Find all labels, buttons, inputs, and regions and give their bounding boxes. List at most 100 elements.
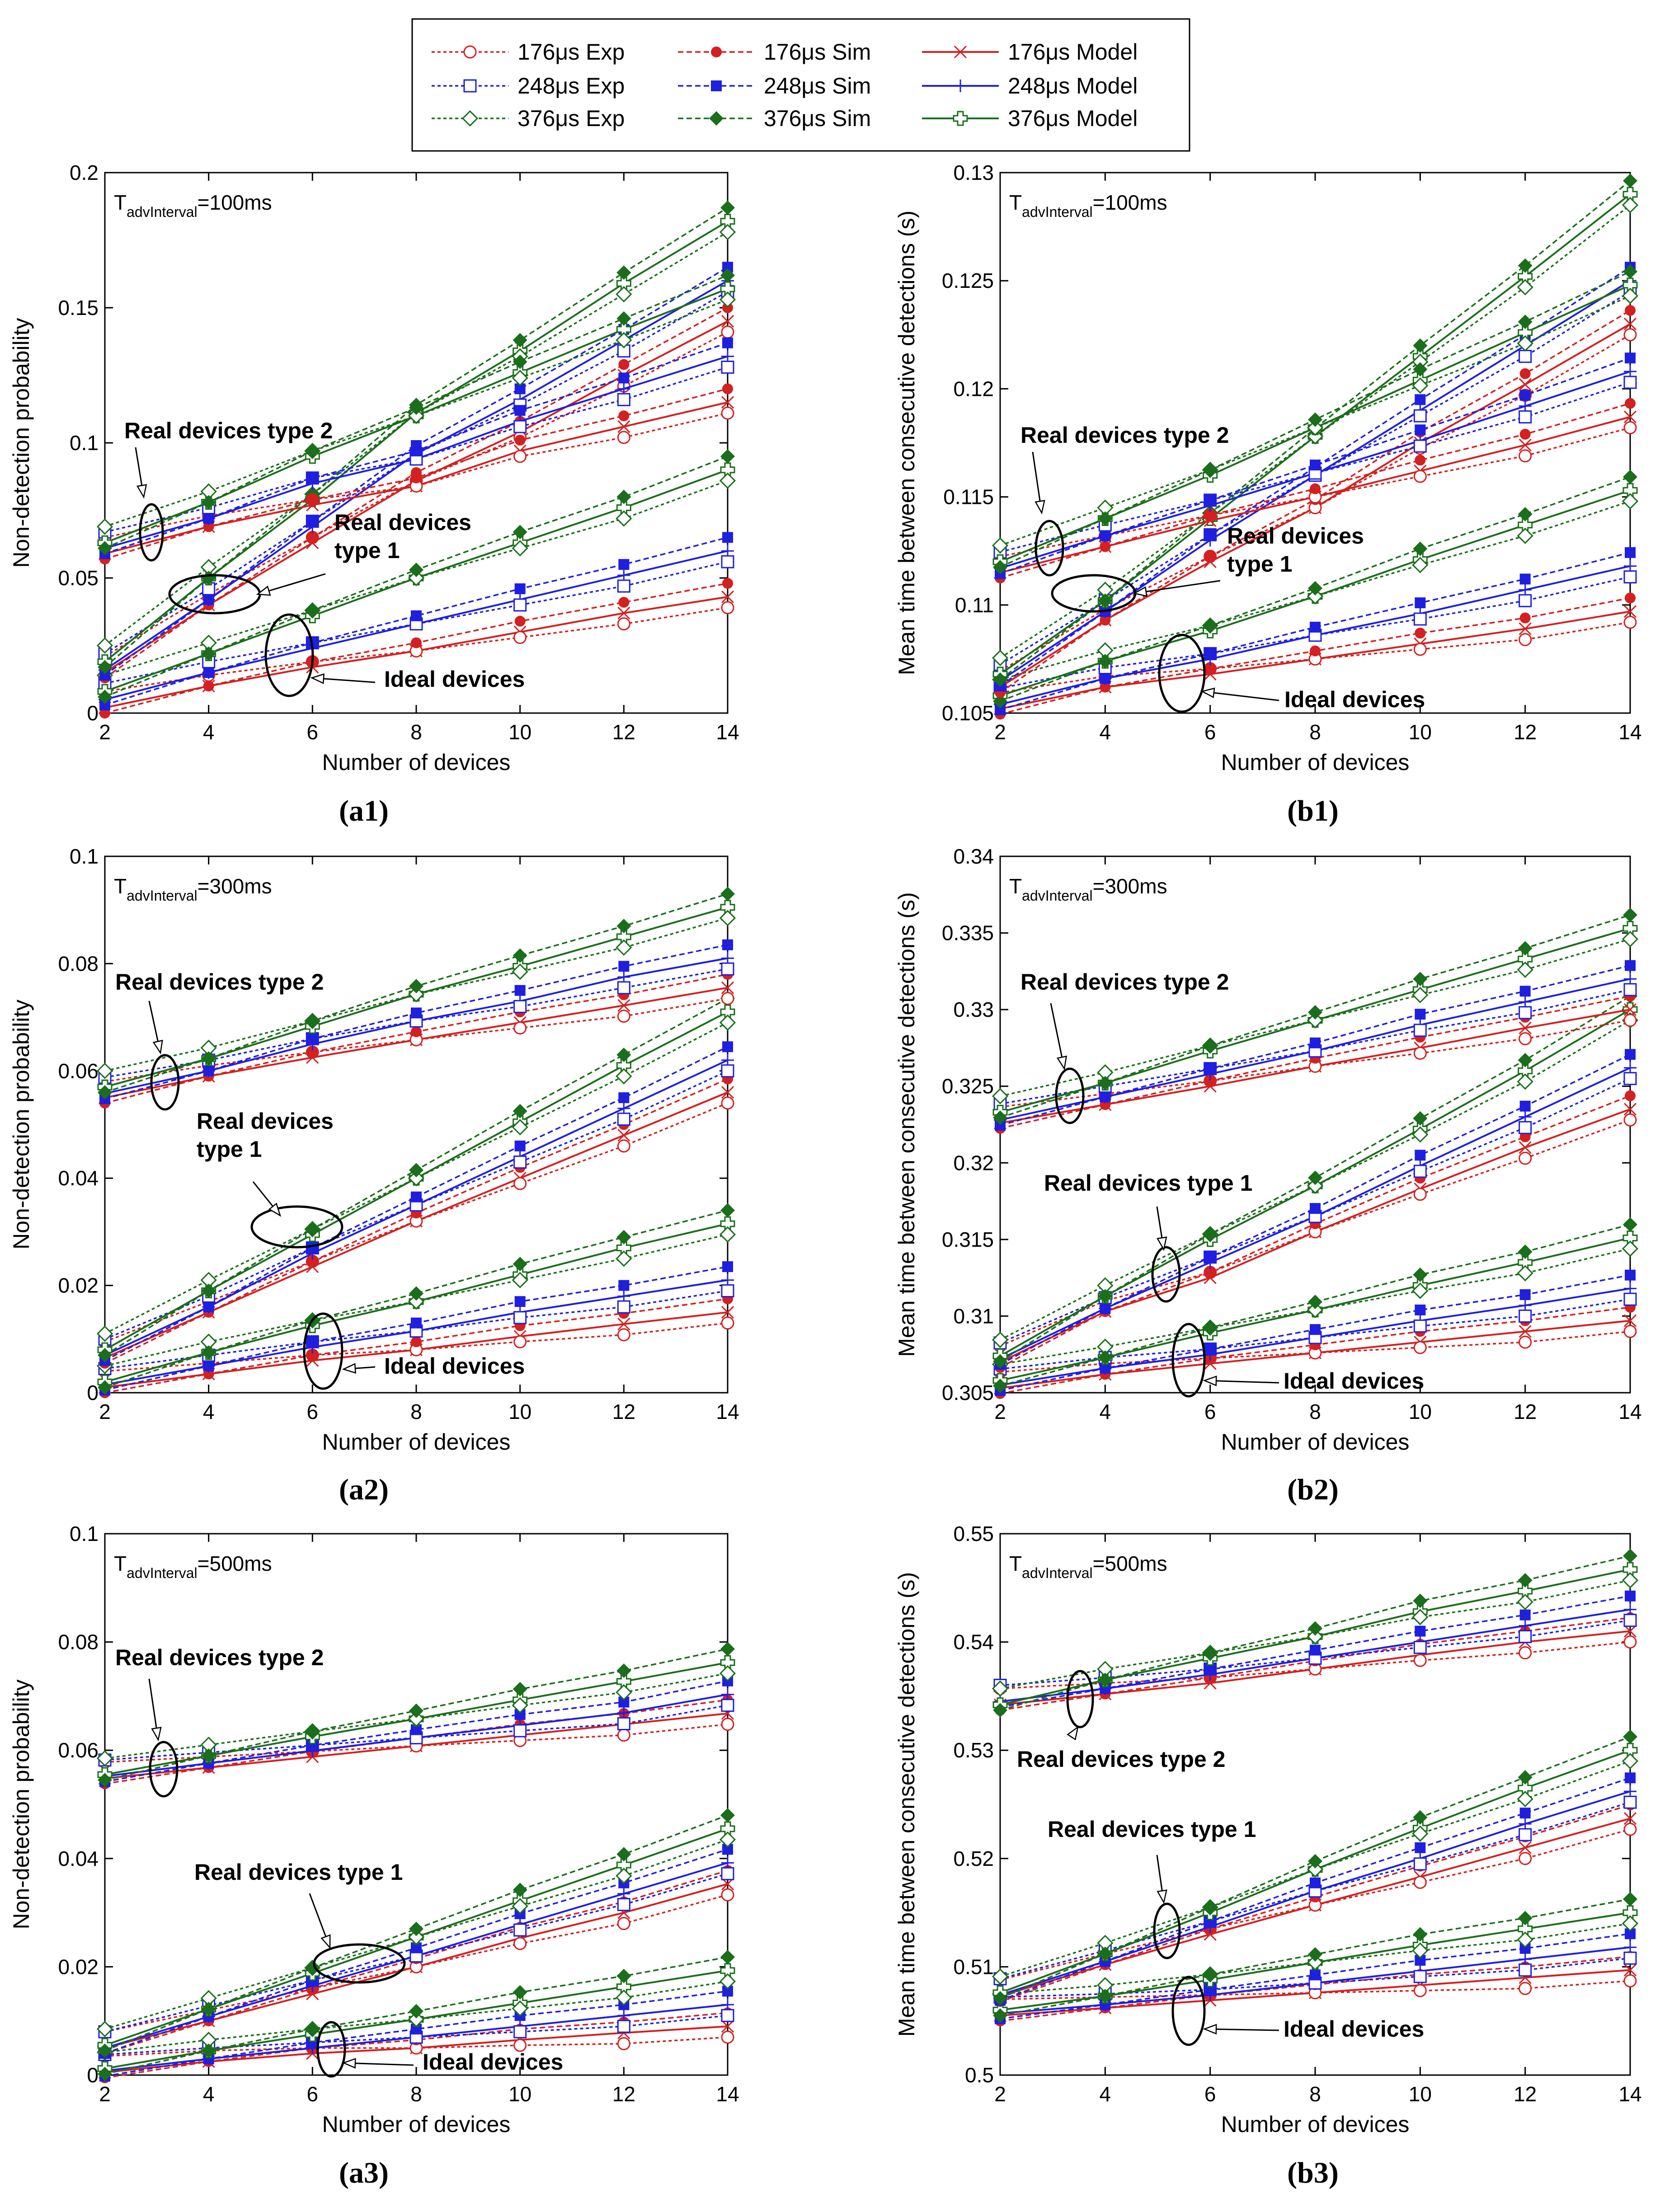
data-point [721,601,734,615]
data-point [1413,1165,1427,1178]
x-axis-label: Number of devices [1221,1429,1410,1455]
data-point [1519,1032,1532,1046]
data-point [1623,421,1637,435]
data-point [409,1286,423,1301]
data-point [1517,335,1533,352]
data-point [1518,315,1533,329]
data-point [722,337,733,348]
x-tick-label: 6 [307,1400,319,1423]
data-point [993,694,1007,709]
data-point [1519,1141,1532,1154]
arrow-head [1067,1726,1079,1741]
data-point [1415,424,1426,436]
data-point [1413,470,1427,483]
annotation-label: Ideal devices [1284,2016,1424,2042]
data-point [1415,1150,1426,1161]
data-point [1413,1653,1427,1667]
x-axis-label: Number of devices [322,1429,511,1455]
y-tick-label: 0.2 [70,161,99,184]
data-point [1100,1091,1111,1103]
data-point [1413,643,1427,656]
data-point [721,590,734,603]
annotation-ellipse [303,1312,343,1390]
data-point [1518,1770,1533,1785]
data-point [307,494,318,505]
y-tick-label: 0.1 [70,431,99,455]
data-point [1415,455,1426,466]
data-point [1625,398,1636,409]
data-point [1519,1852,1532,1865]
data-point [721,1718,734,1731]
data-point [1308,581,1322,596]
data-point [1100,541,1111,552]
series-b3 [993,1729,1637,2005]
series-b2 [995,1049,1636,1370]
data-point [617,1887,630,1900]
data-point [1623,1014,1637,1027]
data-point [201,2043,216,2058]
x-tick-label: 4 [1100,2082,1111,2106]
annotation-label: Real devices type 2 [115,969,324,995]
data-point [720,887,735,902]
data-point [513,598,527,612]
data-point [1308,1295,1322,1310]
legend-marker [954,45,967,59]
data-point [1518,507,1533,521]
data-point [719,1665,736,1682]
data-point [514,583,526,594]
data-point [1623,1314,1637,1327]
data-point [1204,1267,1216,1278]
annotation: Real devices type 1 [197,1108,343,1249]
data-point [514,435,526,446]
y-tick-label: 0.06 [58,1738,99,1762]
legend-entry: 376μs Sim [678,106,871,131]
data-point [1204,1063,1216,1074]
legend-marker [461,110,479,127]
y-tick-label: 0.54 [953,1630,994,1654]
data-point [1519,1335,1532,1349]
data-point [1307,1628,1324,1645]
data-point [617,2009,630,2022]
adv-interval-label: TadvInterval=500ms [114,1552,272,1581]
data-point [1307,1301,1324,1318]
data-point [1625,1269,1636,1281]
annotation-label: Real devices type 1 [1044,1170,1252,1196]
y-tick-label: 0.08 [58,1630,99,1654]
y-tick-label: 0.1 [70,845,99,868]
data-point [409,563,423,578]
data-point [722,1261,733,1273]
panel-b3: 2 4 6 8 10 12 14 0.5 0.51 0.52 0.53 0.54 0.55 Number … [894,1522,1642,2189]
data-point [1310,1644,1321,1656]
data-point [1623,328,1637,342]
data-point [1622,1753,1639,1770]
x-tick-label: 2 [99,1400,111,1423]
series-b3 [995,1772,1636,2006]
data-point [721,1316,734,1330]
data-point [1100,530,1111,541]
data-point [1308,1854,1322,1869]
data-point [1310,1877,1321,1888]
data-point [616,1663,631,1678]
data-point [409,1163,423,1178]
data-point [96,1062,113,1079]
data-point [307,1256,318,1267]
data-point [1307,419,1324,436]
annotation-arrow [1134,580,1221,594]
arrow-head [1133,586,1147,597]
annotation: Ideal devices [303,1312,525,1390]
data-point [993,1378,1007,1393]
x-tick-label: 14 [1618,2082,1641,2106]
data-point [1204,529,1216,540]
data-point [203,667,214,678]
data-point [1519,1982,1532,1995]
data-point [993,1354,1007,1369]
data-point [1412,1126,1429,1143]
x-axis-label: Number of devices [1221,2112,1410,2137]
data-point [1204,1251,1216,1263]
series-b1 [993,470,1637,709]
series-a1 [99,383,733,565]
annotation-label: Real devices type 2 [1020,969,1229,995]
data-point [1625,592,1636,604]
annotation-ellipse [1035,520,1064,577]
arrow-head [310,673,325,684]
